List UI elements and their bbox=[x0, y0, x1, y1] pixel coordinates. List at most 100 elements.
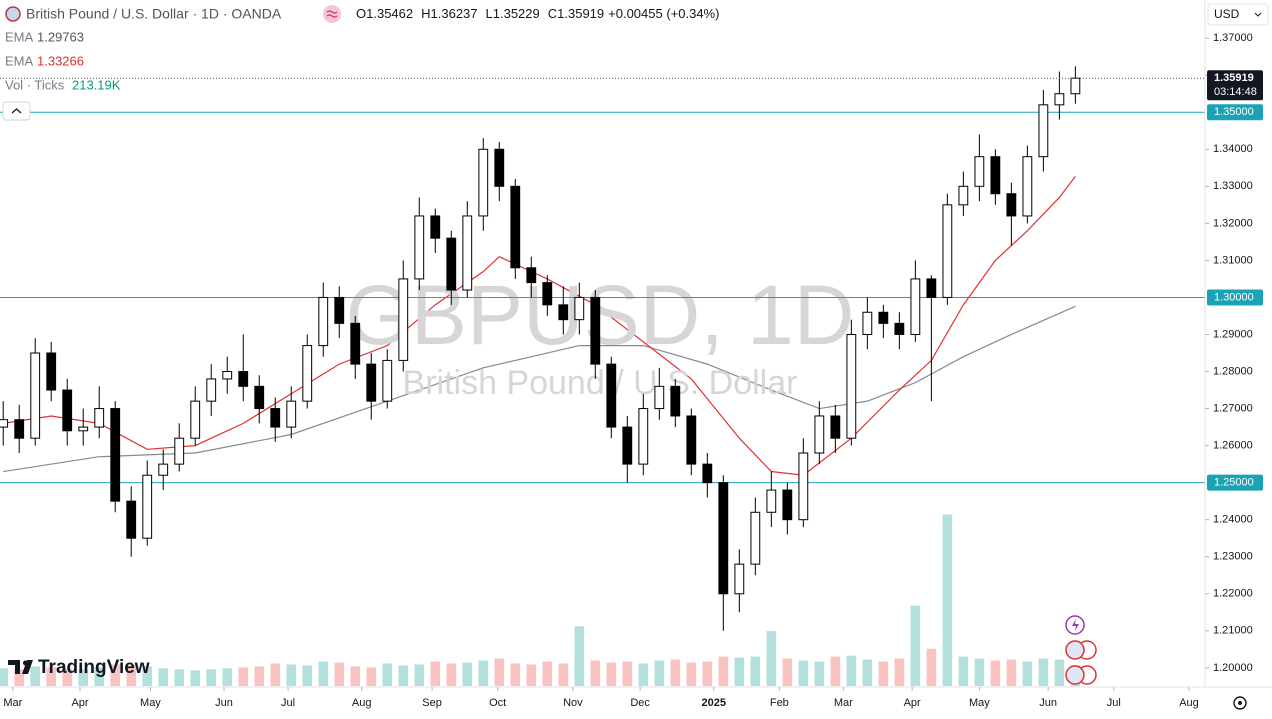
y-tick-label: 1.34000 bbox=[1213, 143, 1253, 155]
candle-body bbox=[670, 385, 681, 417]
volume-bar bbox=[622, 661, 633, 686]
y-tick-label: 1.23000 bbox=[1213, 551, 1253, 563]
ohlc-label: L bbox=[486, 6, 493, 21]
ohlc-label: O bbox=[356, 6, 366, 21]
volume-bar bbox=[398, 665, 409, 686]
last-price-box bbox=[1207, 70, 1263, 101]
ema-name: EMA bbox=[5, 29, 34, 44]
candle-body bbox=[958, 185, 969, 206]
event-icon[interactable] bbox=[1065, 665, 1085, 685]
volume-bar bbox=[894, 658, 905, 686]
y-tick-label: 1.33000 bbox=[1213, 180, 1253, 192]
candle-body bbox=[846, 333, 857, 439]
volume-bar bbox=[974, 658, 985, 686]
candle-body bbox=[590, 296, 601, 365]
currency-dropdown[interactable] bbox=[1207, 3, 1269, 26]
ema-line bbox=[3, 305, 1076, 473]
volume-bar bbox=[750, 656, 761, 686]
candle-body bbox=[190, 400, 201, 439]
y-tick-label: 1.29000 bbox=[1213, 328, 1253, 340]
volume-bar bbox=[670, 659, 681, 686]
x-tick-label: Oct bbox=[489, 697, 506, 709]
plot-area bbox=[0, 175, 1081, 686]
volume-bar bbox=[942, 514, 953, 686]
candle-body bbox=[254, 385, 265, 410]
volume-bar bbox=[1022, 661, 1033, 686]
volume-name: Vol · Ticks bbox=[5, 77, 65, 92]
volume-bar bbox=[702, 661, 713, 686]
volume-bar bbox=[526, 664, 537, 686]
volume-bar bbox=[78, 669, 89, 686]
overlay bbox=[0, 66, 1205, 631]
candle-body bbox=[638, 408, 649, 465]
volume-bar bbox=[558, 663, 569, 686]
candle-body bbox=[542, 282, 553, 306]
x-tick-label: Sep bbox=[422, 697, 442, 709]
compare-icon[interactable] bbox=[323, 5, 341, 23]
currency-label: USD bbox=[1214, 7, 1240, 21]
candle-body bbox=[718, 482, 729, 595]
dropdown-caret bbox=[1254, 12, 1262, 17]
volume-bar bbox=[926, 648, 937, 686]
volume-bar bbox=[158, 668, 169, 686]
candle-body bbox=[622, 426, 633, 465]
volume-bar bbox=[862, 659, 873, 686]
candle-body bbox=[766, 489, 777, 513]
logo: TradingView bbox=[8, 657, 150, 678]
watermark-subtitle: British Pound / U.S. Dollar bbox=[403, 364, 798, 402]
candle-body bbox=[462, 215, 473, 291]
collapse-button[interactable] bbox=[2, 101, 31, 121]
candle-body bbox=[478, 148, 489, 217]
y-tick-label: 1.24000 bbox=[1213, 514, 1253, 526]
x-tick-label: Mar bbox=[3, 697, 22, 709]
volume-bar bbox=[318, 661, 329, 686]
x-tick-label: 2025 bbox=[701, 697, 725, 709]
x-tick-label: Apr bbox=[904, 697, 921, 709]
candle-body bbox=[686, 415, 697, 465]
candle-body bbox=[286, 400, 297, 428]
y-tick-label: 1.22000 bbox=[1213, 588, 1253, 600]
volume-bar bbox=[238, 667, 249, 686]
volume-bar bbox=[142, 666, 153, 686]
volume-bar bbox=[414, 664, 425, 686]
candle-body bbox=[110, 408, 121, 502]
ohlc-label: C bbox=[548, 6, 557, 21]
y-tick-label: 1.28000 bbox=[1213, 365, 1253, 377]
volume-bar bbox=[334, 662, 345, 686]
volume-bar bbox=[254, 666, 265, 686]
price-axis-labels: 1.370001.360001.340001.330001.320001.310… bbox=[1205, 32, 1263, 674]
time-axis bbox=[0, 687, 1272, 719]
y-tick-label: 1.20000 bbox=[1213, 662, 1253, 674]
candle-body bbox=[366, 363, 377, 402]
candle-body bbox=[46, 352, 57, 391]
volume-bar bbox=[126, 665, 137, 686]
last-price-label: 1.35919 bbox=[1214, 72, 1254, 84]
event-icons bbox=[1065, 615, 1097, 685]
volume-bar bbox=[1006, 659, 1017, 686]
candle-body bbox=[862, 311, 873, 335]
settings-button[interactable] bbox=[1233, 696, 1247, 710]
volume-bar bbox=[1038, 658, 1049, 686]
event-icon[interactable] bbox=[1065, 640, 1085, 660]
candle-body bbox=[398, 278, 409, 361]
volume-bar bbox=[830, 656, 841, 686]
price-change: +0.00455 (+0.34%) bbox=[608, 6, 719, 21]
ema-name: EMA bbox=[5, 53, 34, 68]
volume-bar bbox=[494, 658, 505, 686]
candle-body bbox=[798, 452, 809, 521]
candle-body bbox=[382, 359, 393, 402]
level-label-box bbox=[1207, 474, 1263, 491]
candle-body bbox=[430, 215, 441, 239]
candle-body bbox=[702, 463, 713, 484]
y-tick-label: 1.21000 bbox=[1213, 625, 1253, 637]
candle-body bbox=[910, 278, 921, 335]
candle-body bbox=[1006, 193, 1017, 217]
volume-bar bbox=[574, 626, 585, 686]
indicator-legend: EMA 1.29763 EMA 1.33266 Vol · Ticks 213.… bbox=[2, 29, 121, 121]
y-tick-label: 1.32000 bbox=[1213, 217, 1253, 229]
volume-bar bbox=[606, 662, 617, 686]
collapse-icon bbox=[11, 108, 22, 114]
x-tick-label: Aug bbox=[1179, 697, 1199, 709]
volume-bar bbox=[478, 660, 489, 686]
